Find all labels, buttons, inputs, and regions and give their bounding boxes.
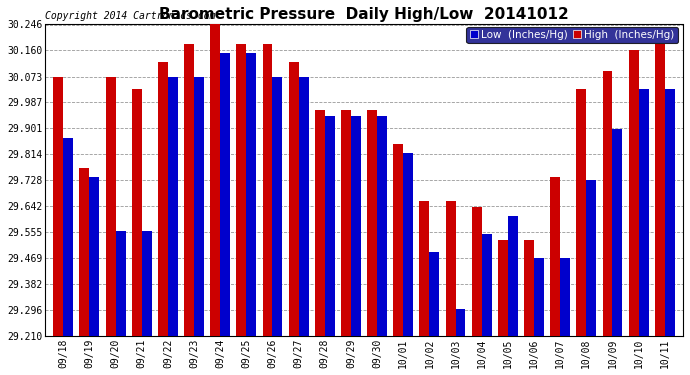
Bar	[498, 240, 508, 336]
Bar	[263, 44, 273, 336]
Bar	[403, 153, 413, 336]
Bar	[299, 77, 308, 336]
Bar	[273, 77, 282, 336]
Legend: Low  (Inches/Hg), High  (Inches/Hg): Low (Inches/Hg), High (Inches/Hg)	[466, 27, 678, 43]
Bar	[420, 201, 429, 336]
Bar	[315, 111, 325, 336]
Bar	[246, 53, 256, 336]
Bar	[613, 129, 622, 336]
Bar	[455, 309, 466, 336]
Bar	[288, 62, 299, 336]
Bar	[524, 240, 534, 336]
Bar	[116, 231, 126, 336]
Bar	[106, 77, 116, 336]
Bar	[341, 111, 351, 336]
Bar	[132, 89, 141, 336]
Bar	[377, 117, 387, 336]
Bar	[550, 177, 560, 336]
Bar	[220, 53, 230, 336]
Bar	[351, 117, 361, 336]
Bar	[194, 77, 204, 336]
Bar	[79, 168, 90, 336]
Bar	[237, 44, 246, 336]
Bar	[429, 252, 440, 336]
Text: Copyright 2014 Cartronics.com: Copyright 2014 Cartronics.com	[45, 11, 215, 21]
Bar	[482, 234, 492, 336]
Bar	[367, 111, 377, 336]
Bar	[655, 44, 664, 336]
Bar	[53, 77, 63, 336]
Bar	[210, 23, 220, 336]
Bar	[325, 117, 335, 336]
Bar	[639, 89, 649, 336]
Bar	[576, 89, 586, 336]
Bar	[534, 258, 544, 336]
Bar	[629, 50, 639, 336]
Bar	[446, 201, 455, 336]
Bar	[168, 77, 178, 336]
Bar	[472, 207, 482, 336]
Bar	[90, 177, 99, 336]
Bar	[602, 71, 613, 336]
Bar	[508, 216, 518, 336]
Bar	[560, 258, 570, 336]
Bar	[586, 180, 596, 336]
Bar	[664, 89, 675, 336]
Bar	[141, 231, 152, 336]
Bar	[63, 138, 73, 336]
Bar	[158, 62, 168, 336]
Bar	[393, 144, 403, 336]
Bar	[184, 44, 194, 336]
Title: Barometric Pressure  Daily High/Low  20141012: Barometric Pressure Daily High/Low 20141…	[159, 7, 569, 22]
